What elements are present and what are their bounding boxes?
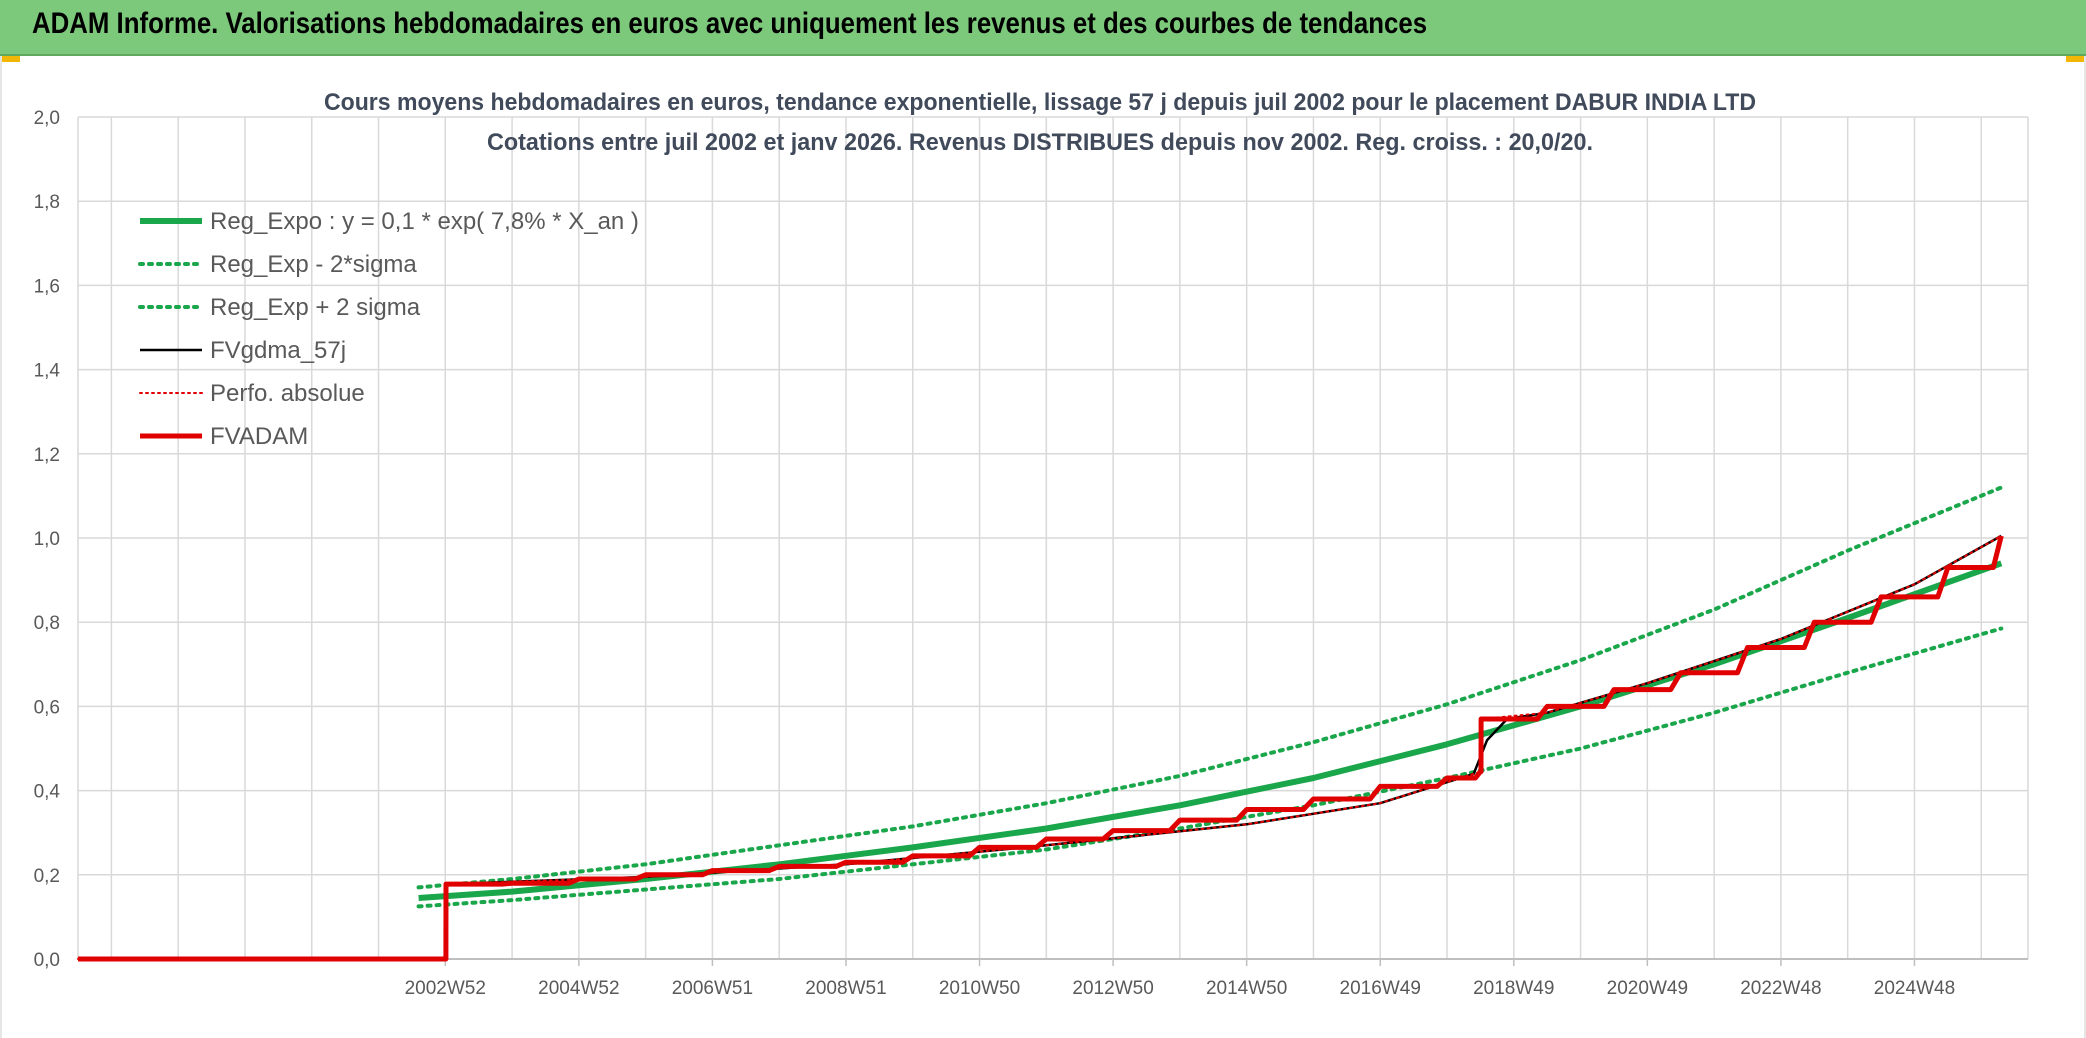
legend-label: Reg_Expo : y = 0,1 * exp( 7,8% * X_an )	[210, 208, 639, 235]
x-tick-label: 2020W49	[1607, 978, 1688, 999]
y-tick-label: 0,2	[34, 866, 60, 887]
y-tick-label: 0,4	[34, 782, 61, 803]
y-tick-label: 2,0	[34, 108, 60, 129]
x-axis: 2002W52 2004W52 2006W51 2008W51 2010W50 2012W…	[405, 959, 1955, 999]
x-tick-label: 2016W49	[1340, 978, 1421, 999]
x-tick-label: 2010W50	[939, 978, 1020, 999]
x-tick-label: 2004W52	[538, 978, 619, 999]
x-tick-label: 2006W51	[672, 978, 753, 999]
y-tick-label: 1,6	[34, 276, 60, 297]
y-tick-label: 0,6	[34, 697, 60, 718]
chart-legend: Reg_Expo : y = 0,1 * exp( 7,8% * X_an ) R…	[138, 208, 639, 450]
chart-subtitle: Cotations entre juil 2002 et janv 2026. …	[487, 129, 1593, 156]
report-banner: ADAM Informe. Valorisations hebdomadaire…	[0, 0, 2086, 56]
chart-series	[77, 485, 2004, 962]
legend-label: Reg_Exp - 2*sigma	[210, 251, 417, 278]
chart-frame	[0, 56, 2086, 1038]
corner-accent-right	[2066, 56, 2086, 62]
x-tick-label: 2022W48	[1740, 978, 1821, 999]
chart-title: Cours moyens hebdomadaires en euros, ten…	[324, 89, 1756, 116]
series-line-fvgdma_57j	[78, 534, 2002, 961]
legend-label: FVgdma_57j	[210, 337, 346, 364]
series-line-fvadam	[78, 535, 2004, 962]
x-tick-label: 2008W51	[805, 978, 886, 999]
y-axis: 0,0 0,2 0,4 0,6 0,8 1,0 1,2 1,4 1,6 1,8 2,0	[34, 108, 61, 971]
corner-accent-left	[0, 56, 20, 62]
legend-label: FVADAM	[210, 423, 308, 450]
report-title: ADAM Informe. Valorisations hebdomadaire…	[32, 7, 1428, 40]
x-tick-label: 2018W49	[1473, 978, 1554, 999]
series-line-reg_exp	[416, 485, 2004, 890]
legend-label: Perfo. absolue	[210, 380, 365, 407]
x-tick-label: 2014W50	[1206, 978, 1287, 999]
series-line-perfo	[77, 534, 2003, 960]
x-tick-label: 2002W52	[405, 978, 486, 999]
y-tick-label: 1,8	[34, 192, 60, 213]
legend-label: Reg_Exp + 2 sigma	[210, 294, 421, 321]
series-line-reg_expo	[418, 560, 2003, 901]
y-tick-label: 0,8	[34, 613, 60, 634]
x-tick-label: 2012W50	[1072, 978, 1153, 999]
y-tick-label: 1,0	[34, 529, 60, 550]
y-tick-label: 1,2	[34, 445, 60, 466]
series-line-reg_exp	[416, 626, 2004, 909]
y-tick-label: 1,4	[34, 361, 61, 382]
chart-grid	[77, 116, 2029, 960]
y-tick-label: 0,0	[34, 950, 60, 971]
x-tick-label: 2024W48	[1874, 978, 1955, 999]
